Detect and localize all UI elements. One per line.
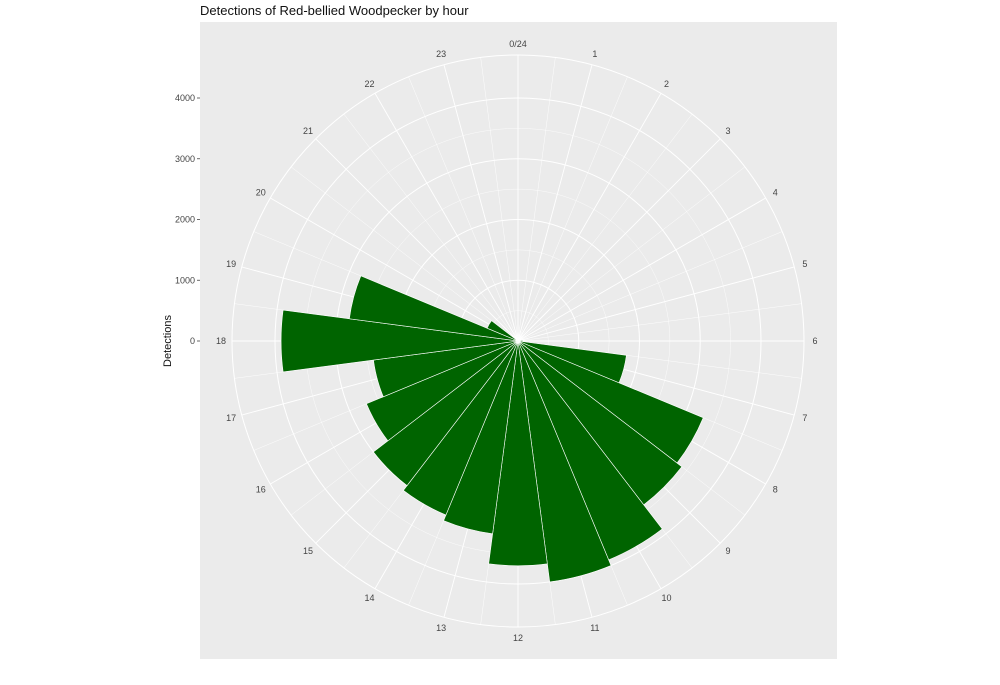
angle-tick-label: 23	[436, 49, 446, 59]
angle-tick-label: 0/24	[509, 39, 527, 49]
angle-tick-label: 16	[256, 485, 266, 495]
grid-spoke-minor	[408, 76, 519, 342]
angle-tick-label: 10	[661, 593, 671, 603]
grid-spoke	[443, 64, 519, 342]
chart-title: Detections of Red-bellied Woodpecker by …	[200, 3, 469, 18]
bar-layer	[280, 275, 704, 583]
angle-tick-label: 18	[216, 336, 226, 346]
angle-tick-label: 13	[436, 623, 446, 633]
angle-tick-label: 22	[364, 79, 374, 89]
angle-tick-label: 20	[256, 188, 266, 198]
bar-hour-15	[372, 340, 519, 487]
angle-tick-label: 19	[226, 259, 236, 269]
angle-tick-label: 12	[513, 633, 523, 643]
y-tick-label: 1000	[175, 275, 195, 285]
angle-tick-label: 8	[773, 485, 778, 495]
grid-spoke-minor	[517, 231, 783, 342]
y-tick-label: 3000	[175, 154, 195, 164]
bar-hour-13	[443, 340, 519, 535]
bar-hour-14	[402, 340, 519, 516]
grid-spoke	[374, 93, 519, 342]
grid-spoke	[315, 138, 519, 342]
bar-hour-16	[366, 340, 519, 442]
angle-tick-label: 9	[726, 546, 731, 556]
bar-hour-12	[488, 340, 548, 566]
grid-spoke-minor	[517, 166, 746, 342]
label-layer: 0/24123456789101112131415161718192021222…	[216, 39, 818, 643]
angle-tick-label: 7	[802, 413, 807, 423]
angle-tick-label: 11	[590, 623, 599, 633]
grid-spoke-minor	[480, 57, 519, 342]
angle-tick-label: 21	[303, 126, 313, 136]
angle-tick-label: 6	[812, 336, 817, 346]
y-tick-label: 2000	[175, 215, 195, 225]
grid-spoke-minor	[517, 57, 556, 342]
y-axis: 0 1000 2000 3000 4000	[175, 93, 200, 346]
grid-spoke-minor	[517, 113, 693, 342]
y-axis-label: Detections	[162, 315, 174, 367]
bar-hour-19	[349, 275, 519, 342]
angle-tick-label: 14	[364, 593, 374, 603]
grid-spoke	[517, 266, 795, 342]
angle-tick-label: 1	[592, 49, 597, 59]
bar-hour-11	[517, 340, 612, 583]
grid-spoke	[517, 93, 662, 342]
angle-tick-label: 3	[726, 126, 731, 136]
grid-spoke-minor	[290, 166, 519, 342]
grid-spoke-minor	[343, 113, 519, 342]
angle-tick-label: 17	[226, 413, 236, 423]
angle-tick-label: 2	[664, 79, 669, 89]
grid-spoke-minor	[517, 303, 802, 342]
grid-spoke	[270, 197, 519, 342]
y-tick-label: 4000	[175, 93, 195, 103]
angle-tick-label: 15	[303, 546, 313, 556]
angle-tick-label: 4	[773, 188, 778, 198]
bar-hour-20	[486, 320, 519, 342]
y-tick-label: 0	[190, 336, 195, 346]
angle-tick-label: 5	[802, 259, 807, 269]
grid-spoke	[517, 197, 766, 342]
grid-spoke	[517, 138, 721, 342]
grid-spoke-minor	[517, 76, 628, 342]
grid-spoke	[517, 64, 593, 342]
bar-hour-18	[280, 309, 519, 373]
